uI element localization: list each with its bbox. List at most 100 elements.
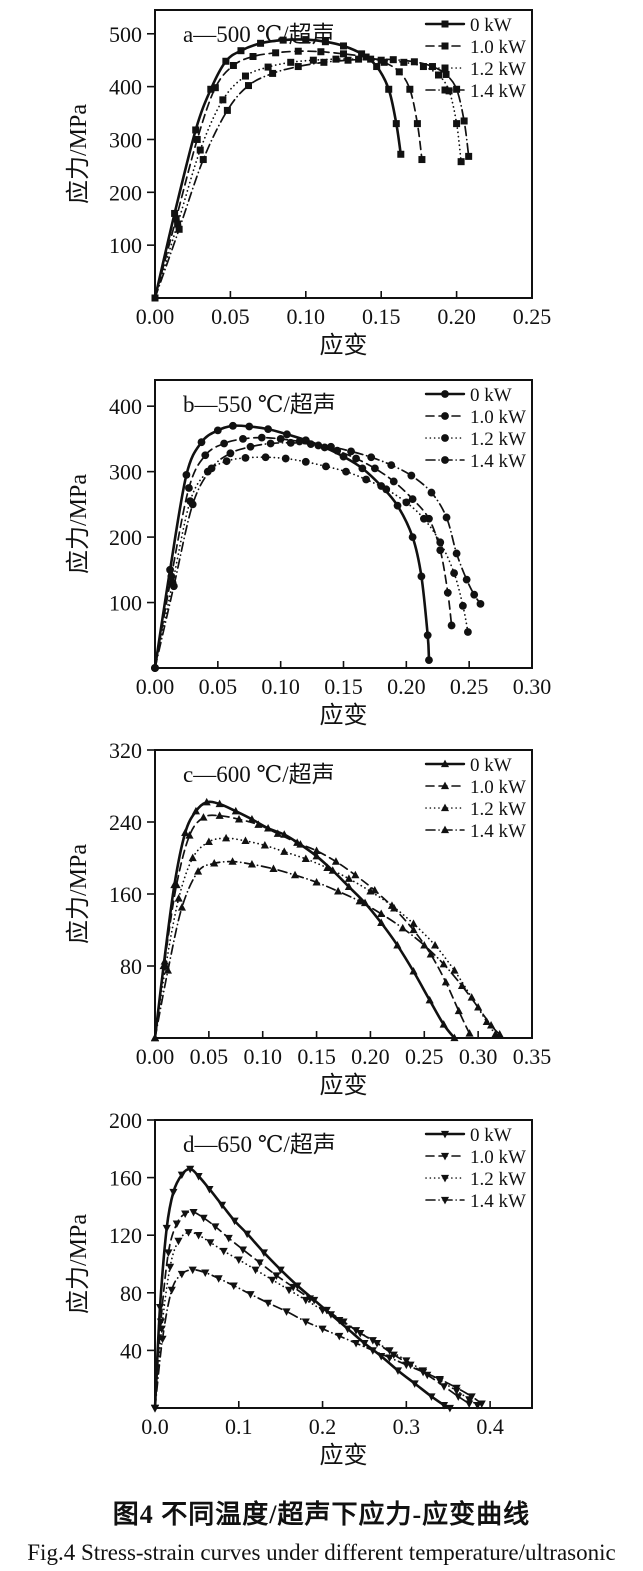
y-tick-label: 200	[109, 525, 142, 550]
legend-marker	[440, 803, 450, 812]
series-marker-d	[419, 1368, 428, 1377]
series-marker-c	[377, 909, 386, 917]
series-marker-a	[385, 85, 393, 93]
series-marker-a	[453, 85, 461, 93]
series-marker-a	[294, 47, 302, 55]
series-marker-b	[185, 484, 193, 492]
series-marker-d	[454, 1393, 463, 1401]
chart-svg-a: 0.00 0.05 0.10 0.15 0.20 0.25 100 200 300 400 500 应…	[65, 9, 552, 359]
series-marker-a	[241, 72, 249, 80]
legend-label: 1.0 kW	[470, 407, 526, 428]
series-marker-b	[222, 457, 231, 466]
series-marker-c	[188, 853, 197, 862]
series-marker-d	[156, 1318, 165, 1326]
legend-label: 1.2 kW	[470, 59, 526, 80]
series-marker-a	[358, 50, 366, 58]
series-marker-b	[470, 590, 479, 599]
legend-marker	[441, 64, 449, 72]
series-marker-c	[323, 863, 332, 872]
series-marker-c	[457, 981, 467, 989]
y-tick-label: 200	[109, 180, 142, 205]
series-marker-c	[273, 829, 282, 837]
series-marker-a	[192, 126, 200, 134]
series-marker-d	[177, 1171, 186, 1180]
series-marker-c	[215, 811, 224, 819]
series-marker-c	[280, 847, 289, 855]
series-marker-a	[229, 61, 237, 69]
legend-label: 0 kW	[470, 1125, 512, 1146]
legend-marker	[441, 390, 449, 398]
series-marker-b	[261, 453, 270, 462]
series-marker-c	[425, 995, 434, 1004]
series-marker-c	[355, 896, 364, 905]
series-marker-d	[246, 1291, 255, 1299]
series-marker-c	[210, 859, 219, 867]
series-marker-c	[222, 833, 231, 842]
series-marker-d	[402, 1357, 411, 1365]
series-marker-a	[344, 56, 352, 64]
y-tick-label: 80	[120, 1281, 142, 1306]
series-marker-d	[427, 1393, 436, 1401]
x-tick-label: 0.15	[324, 674, 363, 699]
chart-svg-b: 0.00 0.05 0.10 0.15 0.20 0.25 0.30 100 200 300 400…	[65, 379, 551, 729]
x-tick-label: 0.20	[437, 304, 476, 329]
series-marker-c	[430, 940, 440, 949]
series-marker-b	[276, 435, 285, 443]
series-marker-a	[442, 70, 450, 78]
y-tick-label: 240	[109, 810, 142, 835]
series-marker-b	[167, 572, 176, 581]
series-marker-c	[290, 870, 300, 879]
series-marker-a	[321, 38, 329, 46]
series-marker-a	[294, 63, 302, 71]
series-marker-c	[312, 877, 321, 886]
series-marker-c	[377, 918, 386, 926]
series-marker-a	[389, 56, 397, 64]
series-marker-c	[301, 854, 310, 863]
series-marker-a	[340, 50, 347, 58]
series-marker-d	[276, 1266, 285, 1275]
series-marker-a	[395, 68, 403, 76]
series-marker-d	[199, 1214, 208, 1223]
chart-svg-d: 0.0 0.1 0.2 0.3 0.4 40 80 120 160 200 应变 应力/MPa d—65…	[65, 1108, 533, 1469]
series-marker-c	[260, 841, 269, 849]
series-marker-d	[251, 1266, 260, 1275]
legend-label: 1.0 kW	[470, 37, 526, 58]
legend-marker	[440, 1152, 450, 1161]
series-marker-a	[287, 58, 295, 66]
series-marker-b	[188, 500, 197, 509]
series-marker-a	[151, 294, 159, 302]
series-marker-b	[301, 457, 310, 466]
x-tick-label: 0.25	[513, 304, 552, 329]
series-marker-d	[439, 1401, 449, 1410]
series-marker-b	[245, 422, 254, 431]
series-marker-c	[177, 903, 186, 911]
x-tick-label: 0.00	[136, 304, 175, 329]
series-marker-c	[439, 1020, 448, 1028]
series-marker-a	[453, 120, 461, 128]
series-marker-a	[193, 135, 201, 143]
series-marker-b	[281, 454, 290, 463]
y-tick-label: 80	[120, 954, 142, 979]
series-marker-b	[246, 442, 255, 451]
series-marker-b	[295, 437, 304, 446]
x-axis-label: 应变	[320, 1072, 368, 1099]
series-marker-b	[229, 421, 237, 430]
series-marker-a	[406, 85, 414, 93]
x-tick-label: 0.15	[362, 304, 401, 329]
series-marker-c	[409, 967, 418, 975]
caption-chinese: 图4 不同温度/超声下应力-应变曲线	[112, 1500, 531, 1529]
series-marker-d	[368, 1337, 377, 1345]
series-marker-c	[202, 797, 211, 806]
series-marker-d	[172, 1220, 181, 1229]
series-marker-b	[207, 464, 216, 473]
series-marker-b	[436, 538, 445, 547]
y-tick-label: 120	[109, 1223, 142, 1248]
series-marker-d	[181, 1210, 190, 1218]
series-marker-a	[223, 106, 231, 114]
series-marker-b	[417, 572, 426, 581]
series-marker-c	[467, 993, 476, 1001]
legend-label: 1.2 kW	[470, 799, 526, 820]
series-marker-b	[423, 631, 432, 640]
series-marker-b	[452, 549, 461, 558]
series-marker-a	[419, 63, 427, 71]
